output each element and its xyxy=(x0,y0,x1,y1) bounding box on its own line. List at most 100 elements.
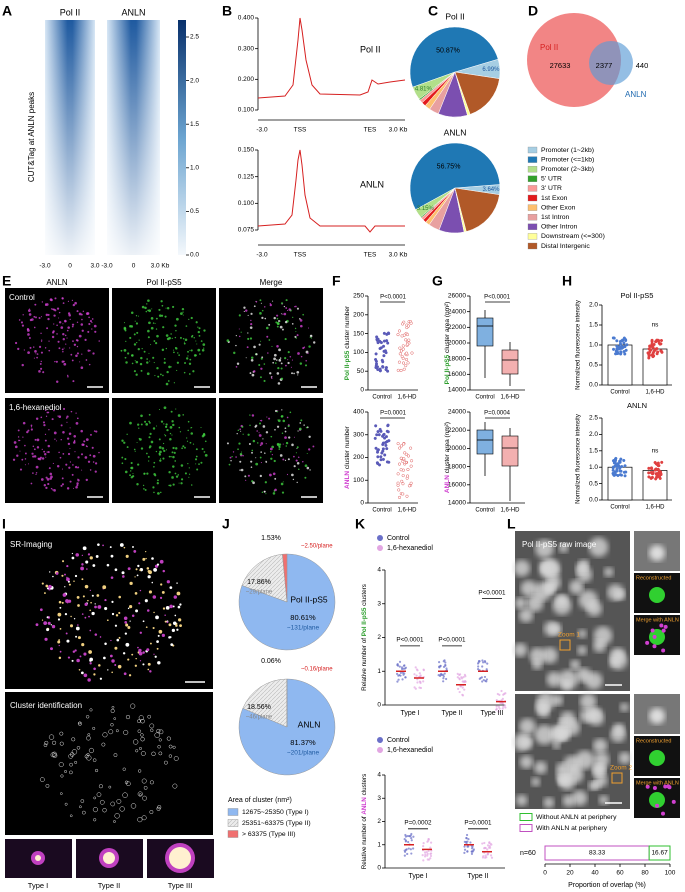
blur-blob xyxy=(610,647,626,662)
image-dot xyxy=(140,369,143,372)
image-dot xyxy=(190,427,192,429)
image-dot xyxy=(82,546,87,551)
image-dot xyxy=(137,423,140,426)
image-dot xyxy=(156,647,159,650)
data-dot xyxy=(461,680,464,683)
image-dot xyxy=(36,353,39,355)
image-dot xyxy=(47,621,51,625)
tick-label: 1.0 xyxy=(589,342,598,349)
data-dot xyxy=(405,342,410,346)
blur-blob xyxy=(513,643,528,657)
tick-label: 3.0 Kb xyxy=(151,263,170,270)
image-dot xyxy=(79,361,81,363)
legend-label: With ANLN at periphery xyxy=(536,825,608,832)
image-dot xyxy=(63,360,65,363)
image-dot xyxy=(80,453,84,456)
image-dot xyxy=(250,312,253,315)
image-dot xyxy=(97,543,100,546)
significance: ns xyxy=(652,448,660,455)
data-dot xyxy=(407,840,410,844)
blur-blob xyxy=(588,537,609,557)
image-dot xyxy=(296,446,299,449)
image-dot xyxy=(239,469,241,471)
image-dot xyxy=(38,345,42,348)
image-dot xyxy=(156,367,159,370)
image-dot xyxy=(160,314,164,317)
image-dot xyxy=(127,567,131,571)
cluster-outline xyxy=(101,742,106,747)
image-dot xyxy=(274,488,277,492)
pie-slice xyxy=(242,678,288,728)
image-dot xyxy=(21,363,24,367)
cluster-outline xyxy=(140,737,145,742)
image-dot xyxy=(147,309,149,312)
cluster-outline xyxy=(48,734,55,740)
p-value: P<0.0001 xyxy=(438,637,466,644)
image-dot xyxy=(35,623,39,627)
image-dot xyxy=(60,484,63,487)
data-dot xyxy=(495,705,498,708)
image-dot xyxy=(45,415,48,417)
image-dot xyxy=(182,414,184,416)
image-dot xyxy=(160,420,164,423)
image-dot xyxy=(262,425,266,428)
p-value: P<0.0001 xyxy=(478,589,506,596)
image-dot xyxy=(89,589,91,591)
data-dot xyxy=(381,442,385,447)
image-dot xyxy=(76,658,80,663)
image-dot xyxy=(134,592,138,595)
image-dot xyxy=(148,460,150,462)
data-dot xyxy=(382,331,386,335)
image-dot xyxy=(73,440,76,443)
image-dot xyxy=(58,639,60,641)
data-dot xyxy=(615,339,619,343)
image-dot xyxy=(296,307,299,310)
data-dot xyxy=(616,347,620,351)
image-dot xyxy=(52,575,54,578)
image-dot xyxy=(80,429,83,433)
value-label: 80.61% xyxy=(290,613,316,622)
cluster-outline xyxy=(154,732,160,738)
tick-label: 0.125 xyxy=(238,173,255,180)
image-dot xyxy=(40,351,43,354)
cluster xyxy=(169,847,191,869)
image-dot xyxy=(155,328,158,330)
image-dot xyxy=(38,370,41,373)
image-dot xyxy=(260,302,262,304)
category-label: 1,6-HD xyxy=(397,508,417,514)
image-dot xyxy=(73,580,75,582)
data-dot xyxy=(490,843,493,846)
image-dot xyxy=(69,347,71,349)
image-dot xyxy=(159,559,164,564)
image-dot xyxy=(285,307,288,309)
image-dot xyxy=(147,575,151,579)
image-dot xyxy=(156,479,159,482)
image-dot xyxy=(123,441,126,444)
data-dot xyxy=(399,674,402,677)
data-dot xyxy=(387,332,391,336)
cluster-outline xyxy=(60,792,63,795)
tick-label: 1.5 xyxy=(589,448,598,455)
image-dot xyxy=(306,453,308,455)
cluster-outline xyxy=(88,747,95,754)
data-dot xyxy=(412,835,415,838)
image-dot xyxy=(247,433,250,436)
cluster-outline xyxy=(78,721,82,725)
data-dot xyxy=(478,677,481,680)
tick-label: -3.0 xyxy=(101,263,113,270)
image-dot xyxy=(148,413,151,416)
image-dot xyxy=(304,476,307,479)
cluster-outline xyxy=(138,715,144,721)
image-dot xyxy=(44,347,47,349)
data-dot xyxy=(406,361,410,365)
venn-circle xyxy=(527,13,621,107)
image-dot xyxy=(111,671,113,674)
tick-label: 200 xyxy=(353,312,364,319)
data-dot xyxy=(400,666,404,669)
image-dot xyxy=(142,651,145,654)
image-dot xyxy=(181,447,183,450)
image-dot xyxy=(45,303,47,305)
data-dot xyxy=(500,689,503,693)
image-dot xyxy=(183,371,186,374)
per-plane: ~131/plane xyxy=(287,625,320,632)
